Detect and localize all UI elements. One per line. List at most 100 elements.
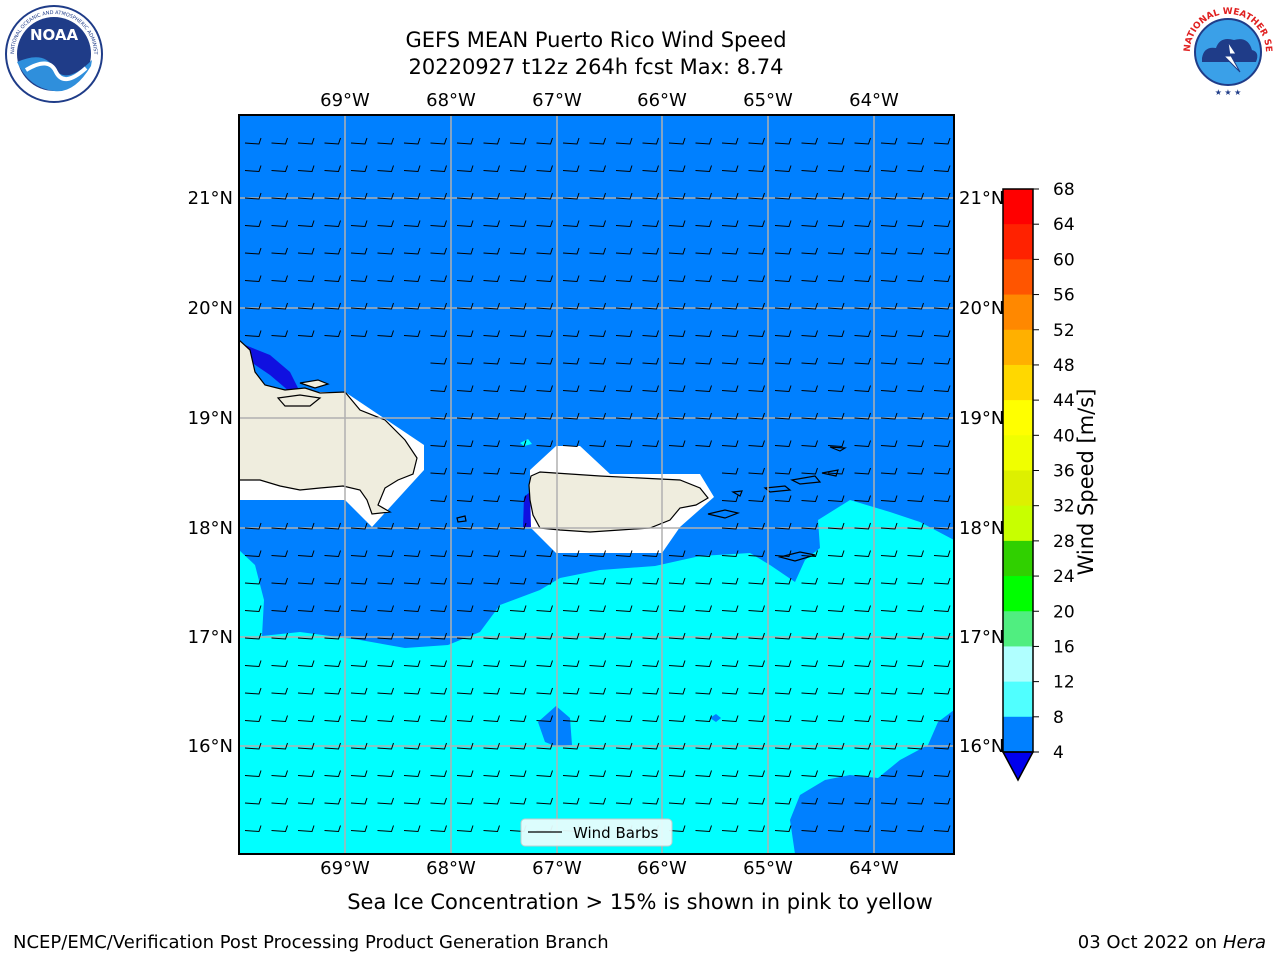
wind-barb [324,302,341,310]
wind-barb [801,220,818,228]
wind-barb [854,797,871,805]
wind-barb [483,577,500,585]
wind-barb [774,440,792,448]
wind-barb [377,577,394,585]
wind-barb [748,247,765,255]
wind-barb [880,797,898,805]
wind-barb [854,247,871,255]
wind-barb [695,412,712,420]
wind-barb [933,165,951,173]
wind-barb [536,165,553,173]
wind-barb [350,220,368,228]
wind-barb [456,137,474,145]
wind-barb [589,742,606,750]
wind-barb [403,550,421,558]
wind-barb [933,247,951,255]
lat-tick-right: 19°N [959,408,1004,429]
wind-barb [854,220,871,228]
wind-barb [801,165,818,173]
wind-barb [695,165,712,173]
wind-barb [827,687,845,695]
colorbar-tick-label: 12 [1053,673,1075,693]
wind-barb [827,357,845,365]
wind-barb [642,742,659,750]
wind-barb [324,522,341,530]
wind-barb [456,165,474,173]
wind-barb [297,632,315,640]
map-land-culebra [731,490,743,497]
wind-barb [509,495,527,503]
wind-barb [907,440,924,448]
wind-barb [509,192,527,200]
wind-barb [642,275,659,283]
wind-barb [377,220,394,228]
lon-tick-bottom: 69°W [320,858,370,879]
wind-barb [801,275,818,283]
wind-barb [907,192,924,200]
wind-barb [933,687,951,695]
map-land-vieques [707,509,741,519]
wind-barb [377,770,394,778]
wind-barb [880,825,898,833]
wind-barb [774,577,792,585]
wind-barb [748,660,765,668]
wind-barb [907,577,924,585]
wind-barb [721,357,739,365]
wind-barb [430,165,447,173]
wind-barb [907,825,924,833]
legend-label: Wind Barbs [573,824,659,842]
wind-barb [350,165,368,173]
wind-barb [509,550,527,558]
wind-barb [907,137,924,145]
wind-barb [774,687,792,695]
wind-barb [324,742,341,750]
colorbar-tick-label: 28 [1053,532,1075,552]
wind-barb [456,632,474,640]
wind-barb [562,440,580,448]
wind-barb [933,357,951,365]
wind-barb [244,797,262,805]
wind-barb [642,220,659,228]
wind-barb [880,330,898,338]
wind-barb [297,605,315,613]
wind-barb [509,715,527,723]
wind-barb [615,687,633,695]
wind-barb [562,687,580,695]
wind-barb [642,192,659,200]
wind-barb [536,742,553,750]
wind-barb [721,687,739,695]
lon-tick-top: 69°W [320,90,370,111]
wind-barb [430,440,447,448]
wind-barb [244,715,262,723]
wind-barb [509,632,527,640]
wind-barb [483,247,500,255]
wind-barb [589,412,606,420]
wind-barb [562,192,580,200]
wind-barb [933,467,951,475]
lat-tick-right: 17°N [959,627,1004,648]
wind-barb [562,220,580,228]
wind-barb [721,330,739,338]
colorbar-band [1003,681,1033,718]
wind-barb [562,797,580,805]
wind-barb [827,412,845,420]
wind-barb [827,137,845,145]
wind-barb [244,687,262,695]
wind-barb [827,522,845,530]
colorbar-tick-label: 4 [1053,743,1064,763]
wind-barb [748,165,765,173]
wind-barb [483,412,500,420]
wind-barb [907,385,924,393]
wind-barb [350,660,368,668]
wind-barb [350,302,368,310]
wind-barb [854,330,871,338]
wind-barb [350,770,368,778]
wind-barb [456,467,474,475]
wind-barb [244,165,262,173]
wind-barb [324,660,341,668]
wind-barb [774,357,792,365]
colorbar-tick-label: 48 [1053,356,1075,376]
wind-barb [483,357,500,365]
lat-tick-right: 18°N [959,518,1004,539]
wind-barb [430,797,447,805]
